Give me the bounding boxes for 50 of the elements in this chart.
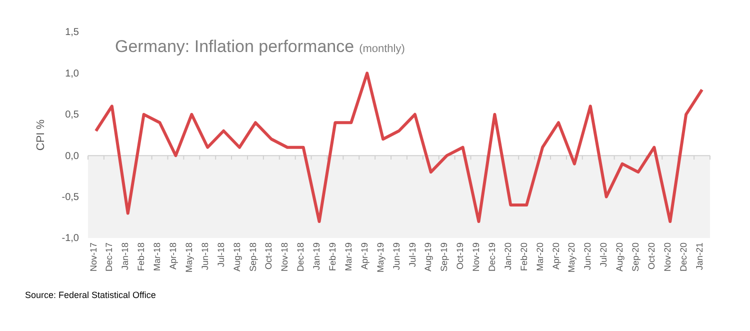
x-tick-label: Jul-20	[598, 242, 609, 268]
x-tick-label: Nov-18	[280, 242, 290, 272]
x-tick-label: Feb-19	[328, 242, 338, 272]
x-tick-label: Oct-19	[455, 242, 466, 270]
y-tick-label: -1,0	[62, 233, 80, 244]
x-tick-label: Aug-18	[232, 242, 242, 272]
y-axis-title: CPI %	[35, 119, 47, 151]
y-tick-label: -0,5	[62, 192, 80, 203]
x-tick-label: Jul-18	[216, 242, 226, 268]
x-tick-label: Jun-19	[391, 242, 402, 270]
x-tick-label: Feb-18	[136, 242, 146, 272]
x-tick-label: May-19	[375, 242, 386, 273]
y-tick-label: 0,0	[65, 150, 80, 162]
x-tick-label: Sep-20	[630, 242, 641, 272]
x-tick-label: Nov-17	[88, 242, 98, 272]
x-tick-label: Jul-19	[407, 242, 418, 268]
x-tick-label: Apr-19	[359, 242, 370, 270]
source-note: Source: Federal Statistical Office	[25, 290, 156, 300]
x-tick-label: Dec-20	[678, 242, 688, 272]
text: (monthly)	[359, 43, 405, 55]
x-tick-label: Jan-19	[312, 242, 322, 270]
x-tick-label: Sep-18	[248, 242, 258, 272]
x-tick-label: Feb-20	[518, 242, 529, 272]
x-tick-label: Jun-18	[200, 242, 210, 270]
x-tick-label: Aug-19	[423, 242, 434, 272]
line-series	[94, 72, 704, 224]
x-tick-label: Apr-20	[550, 242, 561, 270]
chart-title: Germany: Inflation performance	[115, 37, 354, 56]
x-tick-label: Mar-20	[534, 242, 545, 272]
x-tick-label: Jan-18	[120, 242, 130, 270]
x-tick-label: May-18	[184, 242, 194, 273]
x-tick-label: Jun-20	[582, 242, 593, 270]
x-tick-label: Aug-20	[614, 242, 625, 272]
x-tick-label: Nov-19	[471, 242, 482, 272]
y-tick-label: 1,0	[65, 68, 80, 80]
x-tick-label: Oct-20	[646, 242, 656, 270]
y-tick-label: 0,5	[65, 110, 80, 121]
y-tick-label: 1,5	[65, 27, 80, 38]
x-tick-label: Dec-18	[296, 242, 306, 272]
x-tick-label: Oct-18	[264, 242, 274, 270]
x-tick-label: Nov-20	[662, 242, 672, 272]
x-tick-label: Jan-21	[694, 242, 704, 270]
x-tick-label: Mar-19	[343, 242, 354, 272]
x-tick-label: Mar-18	[152, 242, 162, 272]
x-tick-label: May-20	[566, 242, 577, 273]
x-tick-label: Dec-17	[104, 242, 114, 272]
x-tick-label: Apr-18	[168, 242, 178, 270]
x-tick-label: Sep-19	[439, 242, 450, 272]
x-tick-label: Jan-20	[502, 242, 513, 270]
x-tick-label: Dec-19	[486, 242, 497, 272]
